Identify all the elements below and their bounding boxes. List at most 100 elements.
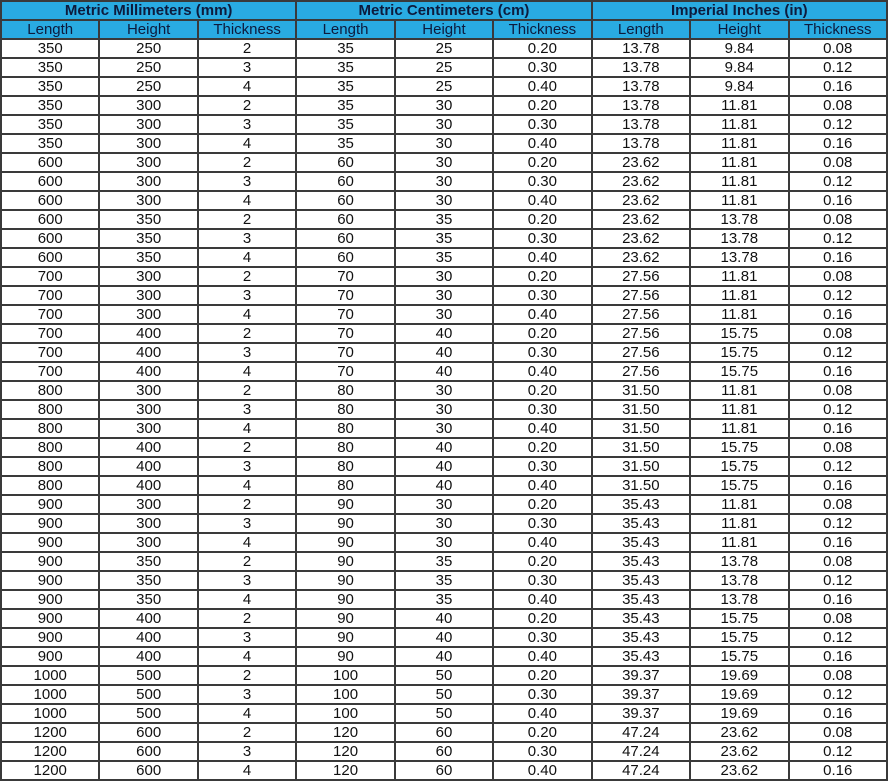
cell-cm-length: 60 [295, 190, 396, 211]
cell-mm-length: 600 [0, 209, 101, 230]
cell-in-thickness: 0.16 [787, 532, 888, 553]
cell-in-thickness: 0.08 [787, 152, 888, 173]
cell-mm-height: 350 [98, 209, 199, 230]
cell-cm-thickness: 0.20 [492, 38, 593, 59]
cell-in-thickness: 0.08 [787, 380, 888, 401]
cell-in-thickness: 0.12 [787, 399, 888, 420]
cell-mm-length: 350 [0, 133, 101, 154]
cell-in-thickness: 0.16 [787, 646, 888, 667]
cell-cm-length: 80 [295, 380, 396, 401]
cell-cm-length: 35 [295, 57, 396, 78]
cell-cm-thickness: 0.30 [492, 399, 593, 420]
cell-in-height: 11.81 [689, 380, 790, 401]
cell-mm-height: 350 [98, 589, 199, 610]
group-header-cm: Metric Centimeters (cm) [295, 0, 593, 21]
cell-in-thickness: 0.12 [787, 741, 888, 762]
cell-in-thickness: 0.16 [787, 76, 888, 97]
table-row: 900 400 2 90 40 0.20 35.43 15.75 0.08 [0, 608, 888, 629]
cell-cm-length: 35 [295, 133, 396, 154]
table-row: 700 300 2 70 30 0.20 27.56 11.81 0.08 [0, 266, 888, 287]
cell-cm-height: 30 [393, 304, 495, 325]
cell-cm-thickness: 0.30 [492, 627, 593, 648]
cell-mm-height: 400 [98, 646, 199, 667]
table-row: 700 400 4 70 40 0.40 27.56 15.75 0.16 [0, 361, 888, 382]
cell-in-length: 27.56 [590, 266, 692, 287]
cell-mm-height: 300 [98, 285, 199, 306]
cell-cm-length: 120 [295, 760, 396, 781]
cell-cm-length: 80 [295, 437, 396, 458]
cell-cm-thickness: 0.40 [492, 133, 593, 154]
table-row: 350 250 4 35 25 0.40 13.78 9.84 0.16 [0, 76, 888, 97]
cell-cm-thickness: 0.30 [492, 228, 593, 249]
cell-cm-height: 30 [393, 95, 495, 116]
cell-mm-height: 500 [98, 665, 199, 686]
table-row: 1000 500 2 100 50 0.20 39.37 19.69 0.08 [0, 665, 888, 686]
cell-cm-height: 50 [393, 684, 495, 705]
cell-in-thickness: 0.08 [787, 665, 888, 686]
cell-in-height: 9.84 [689, 57, 790, 78]
table-row: 700 300 4 70 30 0.40 27.56 11.81 0.16 [0, 304, 888, 325]
column-header-mm-height: Height [98, 19, 199, 40]
cell-cm-height: 40 [393, 456, 495, 477]
cell-in-height: 9.84 [689, 76, 790, 97]
cell-cm-length: 60 [295, 209, 396, 230]
cell-in-height: 11.81 [689, 152, 790, 173]
cell-mm-length: 700 [0, 304, 101, 325]
cell-in-height: 19.69 [689, 665, 790, 686]
cell-cm-length: 70 [295, 323, 396, 344]
cell-in-thickness: 0.08 [787, 437, 888, 458]
table-row: 700 300 3 70 30 0.30 27.56 11.81 0.12 [0, 285, 888, 306]
cell-cm-height: 60 [393, 741, 495, 762]
cell-cm-length: 90 [295, 646, 396, 667]
table-row: 900 300 2 90 30 0.20 35.43 11.81 0.08 [0, 494, 888, 515]
cell-mm-thickness: 2 [196, 380, 298, 401]
cell-mm-thickness: 4 [196, 418, 298, 439]
cell-mm-thickness: 3 [196, 684, 298, 705]
cell-in-length: 27.56 [590, 361, 692, 382]
cell-in-height: 15.75 [689, 323, 790, 344]
cell-mm-height: 300 [98, 133, 199, 154]
cell-in-height: 19.69 [689, 684, 790, 705]
cell-cm-length: 70 [295, 285, 396, 306]
cell-mm-height: 350 [98, 247, 199, 268]
cell-mm-height: 300 [98, 95, 199, 116]
cell-cm-height: 35 [393, 247, 495, 268]
cell-in-thickness: 0.16 [787, 133, 888, 154]
cell-cm-height: 40 [393, 342, 495, 363]
cell-in-height: 23.62 [689, 760, 790, 781]
cell-mm-thickness: 4 [196, 532, 298, 553]
table-row: 700 400 3 70 40 0.30 27.56 15.75 0.12 [0, 342, 888, 363]
cell-cm-height: 40 [393, 627, 495, 648]
cell-cm-thickness: 0.40 [492, 361, 593, 382]
cell-mm-height: 400 [98, 361, 199, 382]
cell-in-thickness: 0.16 [787, 247, 888, 268]
cell-in-length: 35.43 [590, 589, 692, 610]
cell-mm-height: 300 [98, 399, 199, 420]
table-row: 900 350 3 90 35 0.30 35.43 13.78 0.12 [0, 570, 888, 591]
cell-in-length: 23.62 [590, 228, 692, 249]
cell-mm-thickness: 4 [196, 361, 298, 382]
table-row: 900 350 4 90 35 0.40 35.43 13.78 0.16 [0, 589, 888, 610]
cell-cm-length: 70 [295, 266, 396, 287]
cell-cm-height: 40 [393, 323, 495, 344]
cell-in-height: 13.78 [689, 589, 790, 610]
cell-mm-height: 300 [98, 532, 199, 553]
cell-mm-height: 350 [98, 228, 199, 249]
cell-mm-thickness: 4 [196, 133, 298, 154]
cell-in-thickness: 0.12 [787, 342, 888, 363]
cell-in-thickness: 0.16 [787, 760, 888, 781]
cell-mm-length: 900 [0, 627, 101, 648]
cell-in-thickness: 0.16 [787, 475, 888, 496]
cell-cm-height: 60 [393, 722, 495, 743]
cell-cm-height: 30 [393, 380, 495, 401]
cell-in-height: 23.62 [689, 741, 790, 762]
cell-cm-height: 60 [393, 760, 495, 781]
cell-cm-length: 90 [295, 551, 396, 572]
cell-in-height: 15.75 [689, 608, 790, 629]
cell-mm-height: 600 [98, 760, 199, 781]
cell-mm-thickness: 2 [196, 608, 298, 629]
cell-in-height: 11.81 [689, 285, 790, 306]
cell-cm-length: 60 [295, 171, 396, 192]
cell-mm-height: 600 [98, 722, 199, 743]
